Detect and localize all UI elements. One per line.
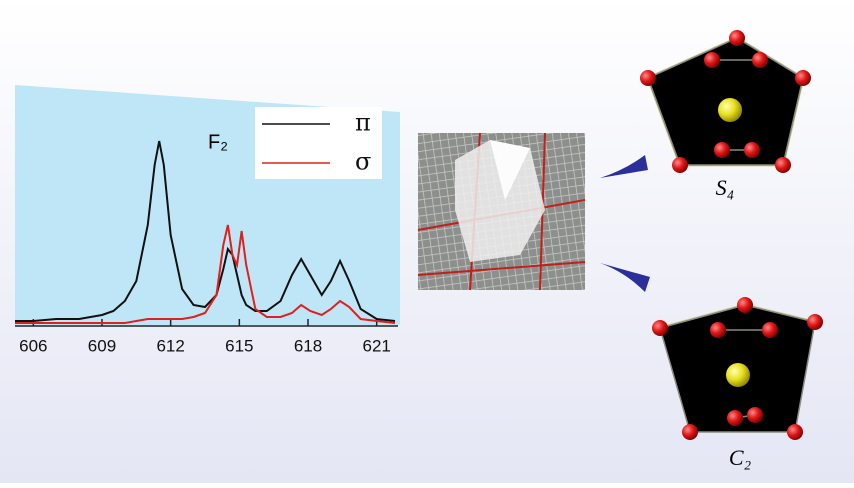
x-tick-label: 606 [19, 336, 47, 355]
legend-label: σ [355, 148, 371, 176]
legend-label: π [355, 109, 371, 137]
structure-label: S₄ [716, 175, 735, 200]
x-tick-label: 609 [88, 336, 116, 355]
crystal-photo [418, 133, 585, 290]
x-tick-label: 612 [156, 336, 184, 355]
figure: F₂ 606 609 612 615 618 621 πσ S₄ C₂ [0, 0, 854, 483]
structure-label: C₂ [729, 445, 752, 470]
x-tick-label: 615 [225, 336, 253, 355]
x-tick-label: 618 [294, 336, 322, 355]
annotation: F₂ [208, 131, 228, 153]
x-tick-label: 621 [362, 336, 390, 355]
